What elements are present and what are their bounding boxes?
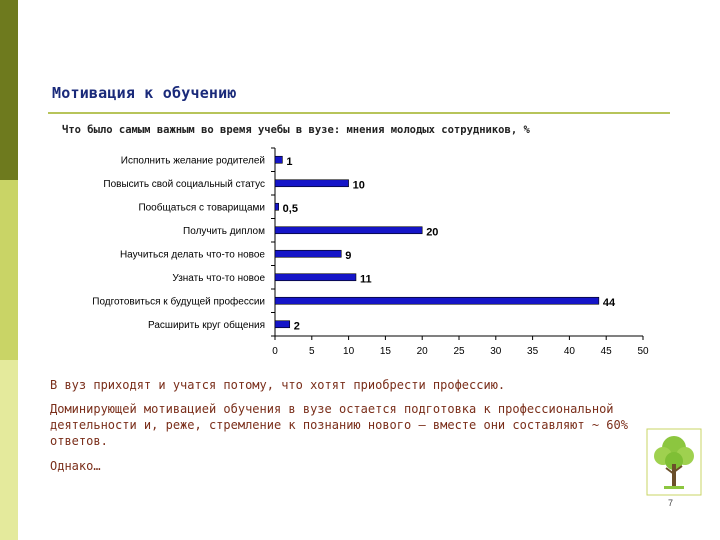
- data-label: 2: [294, 320, 300, 332]
- x-tick-label: 5: [309, 346, 315, 357]
- category-label: Получить диплом: [183, 226, 265, 237]
- x-tick-label: 30: [490, 346, 502, 357]
- slide-title: Мотивация к обучению: [52, 84, 237, 102]
- data-label: 9: [345, 250, 351, 262]
- title-divider: [48, 112, 670, 114]
- page-number: 7: [668, 498, 674, 508]
- category-label: Расширить круг общения: [148, 319, 265, 331]
- data-label: 44: [603, 297, 616, 309]
- data-label: 0,5: [283, 203, 298, 215]
- category-labels: Исполнить желание родителей Повысить свой…: [92, 155, 265, 331]
- data-label: 10: [353, 179, 365, 191]
- bar: [274, 320, 291, 329]
- category-label: Узнать что-то новое: [172, 273, 265, 284]
- side-band-mid: [0, 180, 18, 360]
- chart-bars: [274, 155, 600, 329]
- x-tick-label: 25: [453, 346, 465, 357]
- x-tick-label: 35: [527, 346, 539, 357]
- category-label: Научиться делать что-то новое: [120, 249, 265, 260]
- x-tick-label: 40: [564, 346, 576, 357]
- x-axis-ticks: 0 5 10 15 20 25 30 35 40 45 50: [272, 336, 649, 357]
- bar-chart: Исполнить желание родителей Повысить свой…: [92, 147, 649, 357]
- bar: [274, 202, 279, 211]
- data-label: 1: [286, 156, 292, 168]
- tree-icon: [646, 428, 702, 496]
- category-label: Пообщаться с товарищами: [138, 201, 265, 213]
- data-label: 11: [360, 273, 372, 285]
- bar: [274, 179, 349, 188]
- side-band-light: [0, 360, 18, 540]
- chart-title: Что было самым важным во время учебы в в…: [62, 124, 530, 136]
- bar: [274, 155, 283, 164]
- data-labels: 1 10 0,5 20 9 11 44 2: [283, 156, 616, 333]
- x-tick-label: 50: [637, 346, 649, 357]
- x-tick-label: 20: [417, 346, 429, 357]
- bar: [274, 273, 357, 282]
- note-dominant-motivation: Доминирующей мотивацией обучения в вузе …: [50, 402, 628, 448]
- note-however: Однако…: [50, 459, 101, 473]
- x-tick-label: 10: [343, 346, 355, 357]
- bar: [274, 249, 342, 258]
- data-label: 20: [426, 226, 438, 238]
- bar: [274, 296, 600, 305]
- side-band-dark: [0, 0, 18, 180]
- category-label: Исполнить желание родителей: [121, 155, 265, 166]
- note-profession: В вуз приходят и учатся потому, что хотя…: [50, 378, 506, 392]
- category-label: Подготовиться к будущей профессии: [92, 295, 265, 307]
- x-tick-label: 15: [380, 346, 392, 357]
- category-label: Повысить свой социальный статус: [103, 179, 265, 190]
- x-tick-label: 0: [272, 346, 278, 357]
- chart-axes: [271, 147, 643, 337]
- x-tick-label: 45: [601, 346, 613, 357]
- bar: [274, 226, 423, 235]
